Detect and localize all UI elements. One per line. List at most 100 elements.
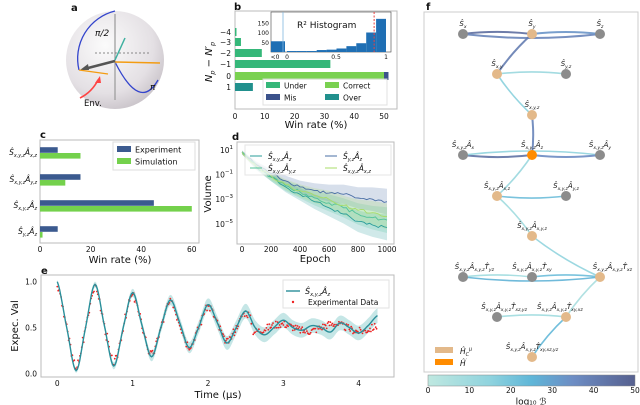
experimental-point [299, 331, 302, 334]
node-label-sz: Ŝz​ [597, 19, 604, 30]
legend-label-mis: Mis [284, 94, 297, 103]
xtick-label: 2 [206, 379, 211, 388]
xtick-label: 600 [322, 245, 337, 254]
legend-label-over: Over [343, 94, 362, 103]
experimental-point [308, 333, 311, 335]
experimental-point [169, 297, 172, 300]
experimental-point [371, 323, 373, 326]
xtick-label: 800 [351, 245, 366, 254]
uncertainty-band [242, 150, 387, 234]
label-half-pi: π/2 [95, 29, 109, 39]
panel-f-graph: Ŝx​ Ŝy​ Ŝz​ Ŝx,y​ Ŝy,z​ Ŝx,y,z​ Ŝx,y,z​Âx​ Ŝx,y… [423, 11, 640, 405]
ytick-label: 0 [226, 72, 231, 81]
experimental-point [236, 327, 239, 330]
node-label-ax: Ŝx,y,z​Âx​ [452, 140, 475, 151]
experimental-point [372, 328, 375, 331]
panel-c-chart: Ŝx,y,z​Âx,z​ Ŝx,y,z​Ây,z​ Ŝx,y,z​Âz​ Ŝy,z​Â… [9, 139, 200, 266]
experimental-point [270, 326, 272, 329]
legend-label: Ŝy,z​Âz​ [343, 152, 363, 163]
experimental-point [300, 328, 303, 330]
experimental-point [359, 328, 362, 331]
label-pi: π [150, 83, 156, 93]
node-txzyz [492, 312, 502, 322]
experimental-point [265, 327, 268, 329]
arc-half-pi [77, 10, 116, 71]
edge-txy-txz [531, 274, 601, 278]
ytick-label: 1 [226, 83, 231, 92]
xtick-label: 50 [379, 112, 389, 121]
node-label-ay: Ŝx,y,z​Ây​ [589, 140, 612, 151]
xtick-label: 0 [55, 379, 60, 388]
experimental-point [304, 331, 306, 334]
legend-swatch-simulation [117, 158, 131, 164]
legend-label-correct: Correct [343, 82, 370, 91]
xtick-label: 1000 [377, 245, 396, 254]
panel-label-c: c [40, 130, 46, 141]
panel-label-a: a [71, 3, 78, 14]
node-sz [595, 29, 605, 39]
experimental-point [373, 322, 376, 325]
xtick-label: 40 [349, 112, 359, 121]
experimental-point [332, 325, 335, 327]
state-vector [87, 59, 116, 70]
legend-box [244, 144, 392, 176]
experimental-point [268, 323, 271, 325]
colorbar-tick-label: 30 [547, 386, 557, 395]
experimental-point [77, 359, 79, 362]
node-az [527, 150, 537, 160]
histogram-bar-<0 [271, 41, 285, 52]
node-ayz [561, 191, 571, 201]
experimental-point [306, 330, 308, 332]
node-tyz [458, 272, 468, 282]
colorbar-tick-label: 40 [589, 386, 599, 395]
experimental-point [282, 324, 285, 326]
experimental-point [296, 325, 299, 327]
bar-under--3 [235, 38, 241, 46]
experimental-point [319, 327, 321, 330]
colorbar-tick-label: 10 [465, 386, 475, 395]
colorbar [427, 374, 636, 387]
edge-txzyz-txyxz [496, 314, 567, 318]
histogram-bar-0.5-0.6 [336, 48, 347, 52]
experimental-point [330, 324, 333, 326]
bar-under--1 [235, 60, 331, 68]
teal-vector [114, 37, 126, 61]
node-txz [595, 272, 605, 282]
inset-xtick-label: 0.5 [331, 54, 341, 61]
xtick-label: 40 [136, 245, 146, 254]
experimental-point [254, 331, 256, 334]
node-label-sy: Ŝy​ [528, 19, 535, 30]
bar-experiment [40, 147, 58, 153]
panel-label-e: e [41, 266, 48, 277]
legend-label-simulation: Simulation [135, 158, 178, 167]
bar-simulation [40, 153, 81, 159]
bar-experiment [40, 200, 154, 206]
x-axis-label: Time (μs) [193, 390, 241, 401]
node-label-txy: Ŝx,y,z​Âx,y,z​T̂xy​ [512, 262, 552, 273]
legend-swatch-h [435, 359, 453, 365]
xtick-label: 60 [187, 245, 197, 254]
ytick-label: 1.0 [25, 278, 37, 287]
edge-ax-az [462, 154, 533, 159]
edge-az-ay [531, 154, 601, 159]
orange-axis [114, 61, 161, 64]
node-label-sxy: Ŝx,y​ [491, 59, 503, 70]
experimental-point [200, 323, 203, 326]
experimental-point [309, 331, 312, 334]
bar-simulation [40, 180, 66, 186]
node-txyxz [561, 312, 571, 322]
bar-simulation [40, 206, 192, 212]
edge-sxy-syz [496, 71, 567, 75]
node-label-txyxz: Ŝx,y,z​Âx,y,z​T̂xy,xz​ [537, 302, 583, 313]
inset-xtick-label: <0 [271, 54, 280, 61]
graph-frame [423, 11, 639, 373]
node-label-axz: Ŝx,y,z​Âx,z​ [484, 181, 511, 192]
experimental-point [297, 327, 300, 330]
edge-axz-ayz [496, 195, 567, 199]
ytick-label: 101 [220, 145, 233, 155]
experimental-point [279, 326, 282, 328]
legend-swatch-mis [266, 94, 280, 100]
xtick-label: 10 [260, 112, 270, 121]
experimental-point [209, 309, 211, 312]
